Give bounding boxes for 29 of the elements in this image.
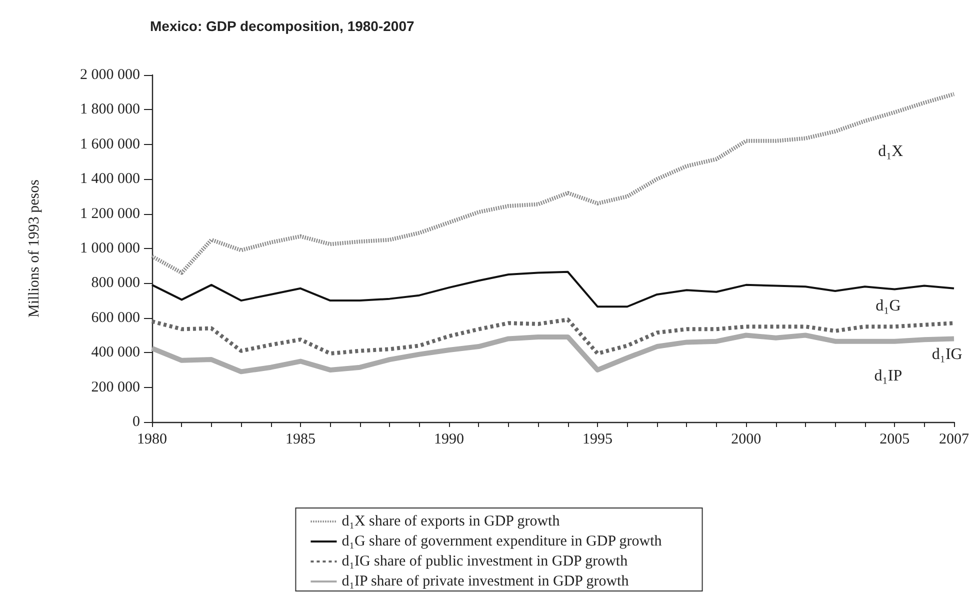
- y-axis-title: Millions of 1993 pesos: [26, 179, 42, 318]
- y-tick-label: 0: [132, 414, 140, 430]
- annotation: d₁IP: [874, 368, 902, 385]
- y-tick-label: 400 000: [91, 344, 140, 361]
- legend-label: d₁IP share of private investment in GDP growth: [342, 574, 630, 590]
- y-tick-label: 1 400 000: [80, 171, 140, 188]
- y-tick-label: 1 800 000: [80, 102, 140, 118]
- y-tick-label: 800 000: [91, 275, 140, 292]
- y-tick-label: 1 000 000: [80, 240, 140, 256]
- y-tick-label: 200 000: [91, 379, 140, 396]
- annotation: d₁G: [876, 297, 902, 314]
- y-tick-label: 1 600 000: [80, 136, 140, 152]
- y-tick-label: 2 000 000: [80, 67, 140, 83]
- line-series: [150, 92, 956, 275]
- legend-label: d₁G share of government expenditure in GDP growth: [342, 534, 662, 550]
- legend-label: d₁X share of exports in GDP growth: [342, 514, 560, 530]
- x-tick-label: 1995: [582, 432, 613, 448]
- x-tick-label: 1985: [286, 432, 316, 448]
- x-tick-label: 1980: [137, 432, 167, 448]
- annotation: d₁X: [878, 142, 904, 160]
- x-tick-label: 2005: [880, 432, 910, 448]
- x-tick-label: 2007: [939, 432, 970, 448]
- x-tick-label: 2000: [731, 432, 762, 448]
- y-tick-label: 1 200 000: [80, 206, 140, 222]
- y-tick-label: 600 000: [91, 310, 140, 326]
- x-tick-label: 1990: [434, 432, 464, 448]
- legend-label: d₁IG share of public investment in GDP growth: [342, 554, 628, 570]
- chart-title: Mexico: GDP decomposition, 1980-2007: [150, 18, 414, 34]
- annotation: d₁IG: [932, 346, 963, 363]
